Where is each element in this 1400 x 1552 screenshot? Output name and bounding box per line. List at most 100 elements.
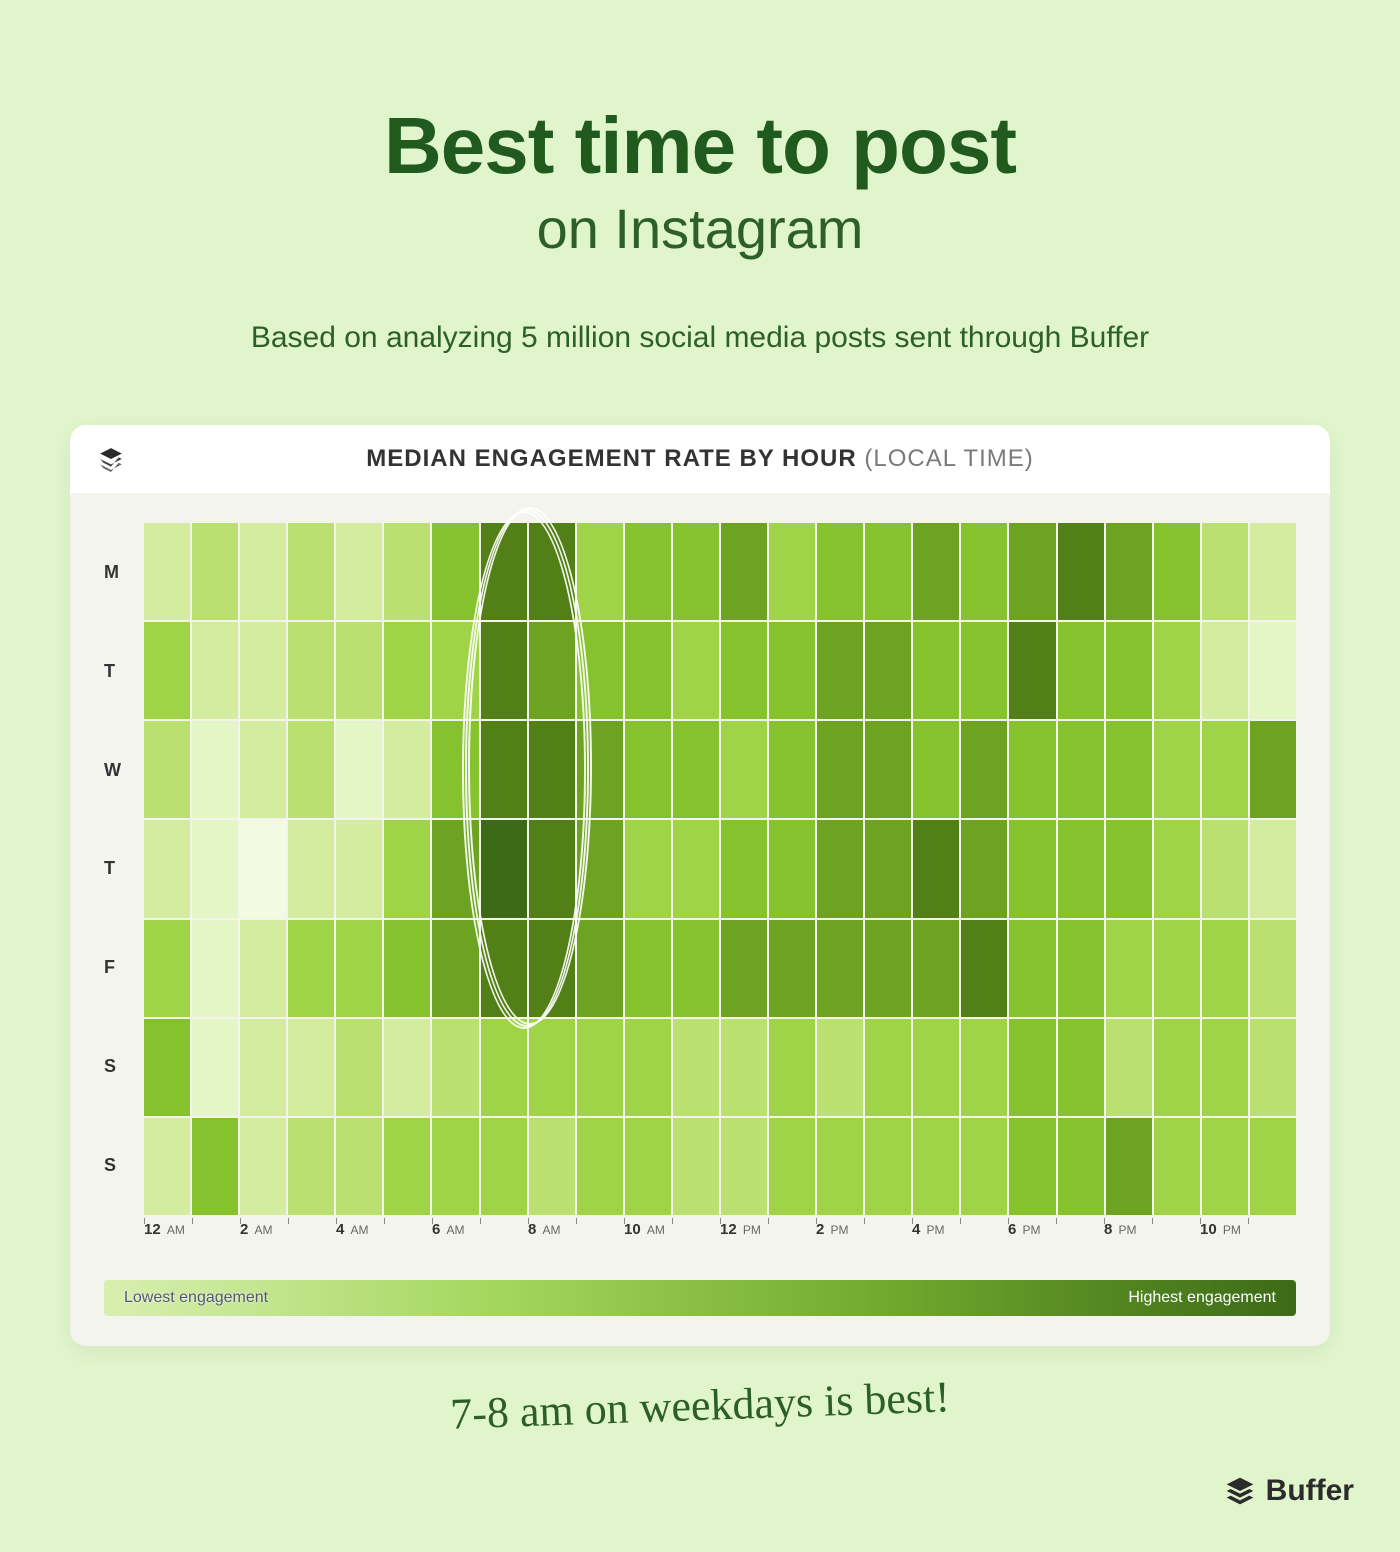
brand-logo: Buffer — [1224, 1474, 1354, 1508]
cell — [625, 920, 671, 1017]
cell — [1154, 523, 1200, 620]
cell — [336, 523, 382, 620]
cell — [288, 1118, 334, 1215]
cell — [1154, 1019, 1200, 1116]
cell — [1106, 622, 1152, 719]
cell — [673, 1118, 719, 1215]
cell — [769, 721, 815, 818]
cell — [1058, 523, 1104, 620]
y-labels: MTWTFSS — [104, 523, 144, 1215]
cell — [1058, 1019, 1104, 1116]
cell — [1250, 622, 1296, 719]
chart-card: MEDIAN ENGAGEMENT RATE BY HOUR (LOCAL TI… — [70, 425, 1330, 1346]
x-tick — [1152, 1221, 1200, 1238]
cell — [144, 622, 190, 719]
cell — [577, 523, 623, 620]
cell — [1106, 1019, 1152, 1116]
cell — [384, 820, 430, 917]
cell — [673, 920, 719, 1017]
x-tick — [672, 1221, 720, 1238]
cell — [673, 820, 719, 917]
cell — [384, 721, 430, 818]
cell — [1058, 920, 1104, 1017]
cell — [288, 920, 334, 1017]
cell — [865, 1118, 911, 1215]
heatmap-cells — [144, 523, 1296, 1215]
x-tick — [1248, 1221, 1296, 1238]
cell — [625, 622, 671, 719]
cell — [625, 820, 671, 917]
cell — [1106, 820, 1152, 917]
cell — [769, 622, 815, 719]
cell — [913, 721, 959, 818]
x-tick — [576, 1221, 624, 1238]
cell — [432, 721, 478, 818]
cell — [1106, 523, 1152, 620]
cell — [144, 1019, 190, 1116]
cell — [240, 920, 286, 1017]
cell — [288, 1019, 334, 1116]
x-tick: 4 PM — [912, 1221, 960, 1238]
cell — [1154, 622, 1200, 719]
cell — [625, 1118, 671, 1215]
cell — [577, 820, 623, 917]
cell — [481, 622, 527, 719]
cell — [384, 622, 430, 719]
cell — [577, 721, 623, 818]
y-label: S — [104, 1017, 144, 1116]
cell — [288, 622, 334, 719]
cell — [721, 1019, 767, 1116]
cell — [577, 622, 623, 719]
cell — [1154, 1118, 1200, 1215]
x-tick: 4 AM — [336, 1221, 384, 1238]
cell — [1009, 523, 1055, 620]
cell — [625, 1019, 671, 1116]
cell — [336, 721, 382, 818]
cell — [240, 820, 286, 917]
cell — [144, 820, 190, 917]
chart-header: MEDIAN ENGAGEMENT RATE BY HOUR (LOCAL TI… — [70, 425, 1330, 493]
cell — [961, 1118, 1007, 1215]
cell — [1250, 920, 1296, 1017]
buffer-icon — [1224, 1475, 1256, 1507]
cell — [1202, 1118, 1248, 1215]
cell — [240, 622, 286, 719]
cell — [481, 920, 527, 1017]
cell — [1202, 920, 1248, 1017]
cell — [529, 721, 575, 818]
cell — [481, 721, 527, 818]
cell — [432, 820, 478, 917]
x-tick: 6 PM — [1008, 1221, 1056, 1238]
cell — [721, 523, 767, 620]
cell — [961, 721, 1007, 818]
cell — [192, 622, 238, 719]
cell — [192, 1019, 238, 1116]
y-label: W — [104, 721, 144, 820]
cell — [1154, 920, 1200, 1017]
cell — [817, 721, 863, 818]
legend-min: Lowest engagement — [124, 1289, 268, 1307]
y-label: S — [104, 1116, 144, 1215]
cell — [721, 920, 767, 1017]
cell — [481, 1019, 527, 1116]
cell — [865, 1019, 911, 1116]
cell — [673, 523, 719, 620]
cell — [817, 622, 863, 719]
cell — [288, 820, 334, 917]
legend: Lowest engagement Highest engagement — [104, 1280, 1296, 1316]
x-tick: 12 PM — [720, 1221, 768, 1238]
cell — [721, 622, 767, 719]
x-tick — [384, 1221, 432, 1238]
cell — [1009, 820, 1055, 917]
cell — [529, 622, 575, 719]
cell — [577, 920, 623, 1017]
cell — [1106, 920, 1152, 1017]
cell — [1202, 1019, 1248, 1116]
cell — [1250, 523, 1296, 620]
cell — [481, 1118, 527, 1215]
cell — [384, 523, 430, 620]
x-tick — [1056, 1221, 1104, 1238]
cell — [865, 820, 911, 917]
x-tick: 8 AM — [528, 1221, 576, 1238]
cell — [192, 920, 238, 1017]
